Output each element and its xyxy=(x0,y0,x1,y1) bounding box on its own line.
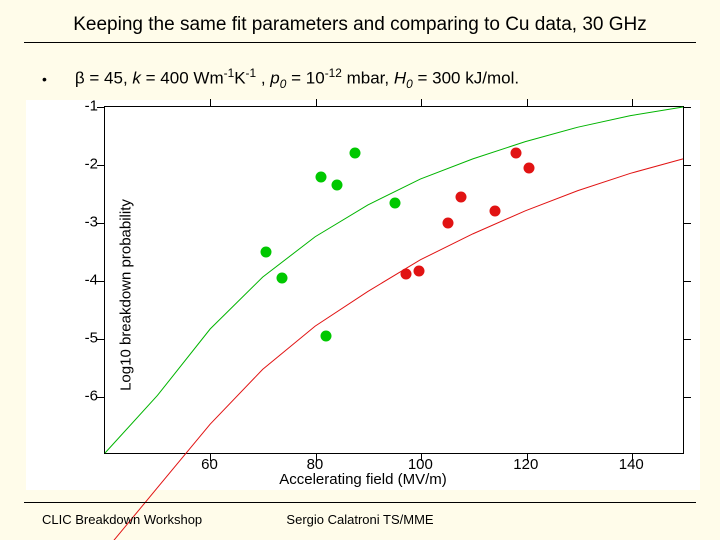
footer-left: CLIC Breakdown Workshop xyxy=(42,512,202,527)
p-rest: = 10 xyxy=(291,69,325,88)
x-tick-label: 80 xyxy=(307,456,324,473)
h-var: H xyxy=(394,69,406,88)
data-point-red xyxy=(490,206,501,217)
data-point-green xyxy=(390,197,401,208)
data-point-green xyxy=(321,331,332,342)
x-tick xyxy=(421,99,422,107)
y-tick xyxy=(97,397,105,398)
x-tick xyxy=(632,99,633,107)
sup2: -1 xyxy=(246,66,257,80)
y-tick xyxy=(683,339,691,340)
y-tick xyxy=(97,107,105,108)
x-tick xyxy=(527,99,528,107)
y-tick xyxy=(97,281,105,282)
chart: Log10 breakdown probability Accelerating… xyxy=(26,100,700,490)
x-tick-label: 140 xyxy=(619,456,644,473)
divider-bottom xyxy=(24,502,696,503)
page-title: Keeping the same fit parameters and comp… xyxy=(0,14,720,36)
data-point-green xyxy=(260,247,271,258)
y-tick-label: -2 xyxy=(85,156,98,173)
p-var: p xyxy=(270,69,279,88)
y-tick xyxy=(683,223,691,224)
y-tick xyxy=(683,165,691,166)
y-tick-label: -6 xyxy=(85,388,98,405)
slide: Keeping the same fit parameters and comp… xyxy=(0,0,720,540)
data-point-green xyxy=(316,171,327,182)
y-tick xyxy=(683,281,691,282)
sup1: -1 xyxy=(224,66,235,80)
data-point-green xyxy=(276,273,287,284)
beta-text: β = 45, xyxy=(75,69,133,88)
x-tick xyxy=(316,99,317,107)
y-tick xyxy=(97,165,105,166)
divider-top xyxy=(24,42,696,43)
data-point-green xyxy=(332,180,343,191)
k-var: k xyxy=(132,69,141,88)
bullet-text: β = 45, k = 400 Wm-1K-1 , p0 = 10-12 mba… xyxy=(75,66,519,91)
curves-svg xyxy=(105,107,683,453)
p-sup: -12 xyxy=(325,66,342,80)
y-tick-label: -5 xyxy=(85,330,98,347)
data-point-red xyxy=(442,218,453,229)
y-tick xyxy=(97,339,105,340)
bullet-dot: • xyxy=(42,71,75,87)
footer-mid: Sergio Calatroni TS/MME xyxy=(286,512,433,527)
green-curve xyxy=(105,107,683,453)
data-point-red xyxy=(524,162,535,173)
data-point-green xyxy=(350,148,361,159)
y-tick xyxy=(97,223,105,224)
y-tick-label: -1 xyxy=(85,98,98,115)
data-point-red xyxy=(511,148,522,159)
data-point-red xyxy=(400,269,411,280)
x-tick-label: 120 xyxy=(513,456,538,473)
h-sub: 0 xyxy=(406,77,413,91)
data-point-red xyxy=(413,265,424,276)
y-tick-label: -4 xyxy=(85,272,98,289)
x-axis-label: Accelerating field (MV/m) xyxy=(279,471,447,488)
p-sub: 0 xyxy=(280,77,287,91)
plot-area xyxy=(104,106,684,454)
x-tick-label: 60 xyxy=(201,456,218,473)
data-point-red xyxy=(455,191,466,202)
y-tick-label: -3 xyxy=(85,214,98,231)
comma1: , xyxy=(261,69,270,88)
x-tick-label: 100 xyxy=(408,456,433,473)
y-tick xyxy=(683,107,691,108)
h-rest: = 300 kJ/mol. xyxy=(418,69,520,88)
x-tick xyxy=(210,99,211,107)
k-K: K xyxy=(234,69,245,88)
k-rest: = 400 Wm xyxy=(146,69,224,88)
p-tail: mbar, xyxy=(347,69,394,88)
bullet: • β = 45, k = 400 Wm-1K-1 , p0 = 10-12 m… xyxy=(42,66,690,91)
y-tick xyxy=(683,397,691,398)
